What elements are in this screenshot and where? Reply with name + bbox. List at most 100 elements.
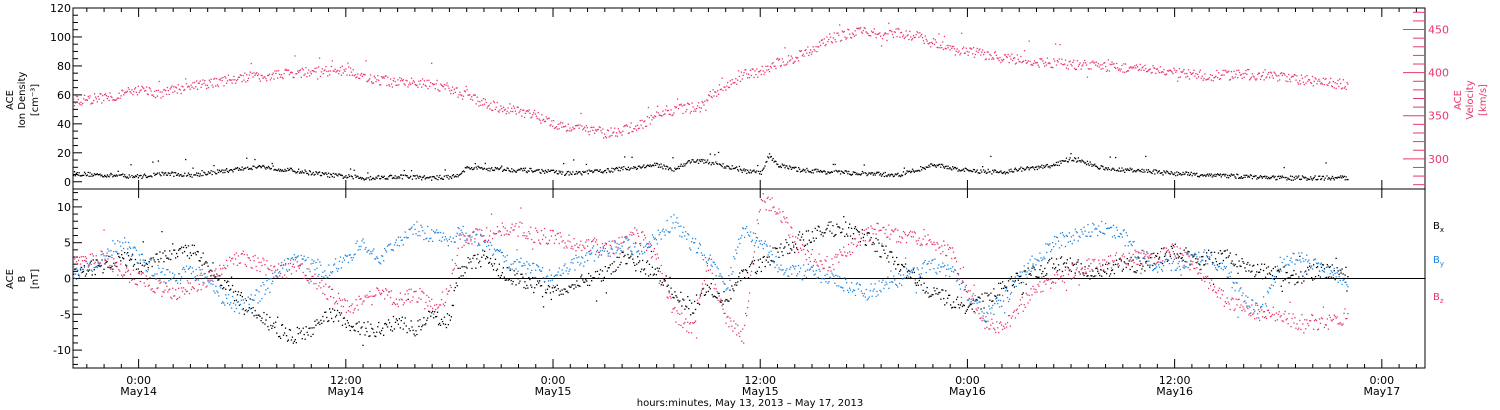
velocity-point <box>1338 85 1340 88</box>
velocity-point <box>187 85 190 87</box>
velocity-point <box>1256 78 1258 80</box>
bx-point <box>624 254 626 256</box>
by-point <box>835 274 837 276</box>
velocity-point <box>778 59 780 61</box>
by-point <box>114 243 116 245</box>
density-point <box>581 174 583 176</box>
by-point <box>127 248 129 250</box>
velocity-point <box>366 81 368 83</box>
density-point <box>671 170 673 172</box>
bx-point <box>1203 264 1205 266</box>
bx-point <box>874 250 876 253</box>
velocity-point <box>472 99 474 101</box>
velocity-point <box>839 40 842 42</box>
by-point <box>264 293 266 295</box>
bx-point <box>1240 265 1242 268</box>
bx-point <box>951 307 953 309</box>
density-point <box>293 170 295 172</box>
by-point <box>90 269 92 271</box>
velocity-point <box>175 86 177 88</box>
velocity-point <box>1267 73 1269 75</box>
by-point <box>512 263 514 265</box>
bx-point <box>880 256 882 258</box>
bx-point <box>764 265 766 268</box>
by-point <box>622 250 624 252</box>
velocity-point <box>813 48 815 51</box>
bx-point <box>742 270 744 273</box>
bx-point <box>965 310 967 312</box>
density-point <box>1271 175 1273 177</box>
density-point <box>1284 177 1286 179</box>
bx-point <box>385 322 387 325</box>
bx-point <box>871 243 873 246</box>
density-point <box>1088 164 1090 167</box>
density-point <box>1229 175 1232 177</box>
bx-point <box>680 291 682 293</box>
bx-point <box>259 315 261 318</box>
by-point <box>546 275 549 277</box>
bx-point <box>261 317 263 319</box>
velocity-point <box>801 55 803 57</box>
density-point <box>1154 173 1156 175</box>
velocity-point <box>937 46 939 49</box>
velocity-point <box>1294 74 1296 76</box>
velocity-point <box>807 46 809 48</box>
density-point <box>1164 171 1166 173</box>
bx-point <box>1266 273 1269 275</box>
velocity-point <box>1315 78 1317 80</box>
density-point <box>104 175 107 177</box>
velocity-point <box>1159 66 1161 68</box>
density-point <box>396 176 398 178</box>
density-point <box>793 167 795 169</box>
by-point <box>490 244 493 246</box>
velocity-point <box>237 76 240 78</box>
velocity-point <box>89 95 91 97</box>
density-point <box>337 175 339 177</box>
bx-point <box>656 267 658 269</box>
velocity-tick-label: 350 <box>1428 110 1449 123</box>
density-point <box>966 169 968 171</box>
density-point <box>973 169 976 171</box>
density-point <box>599 169 601 171</box>
velocity-point <box>461 98 464 100</box>
density-point <box>977 172 979 174</box>
velocity-point <box>1028 40 1030 42</box>
velocity-point <box>652 116 654 118</box>
density-point <box>468 166 470 169</box>
bx-point <box>780 243 782 245</box>
density-point <box>1087 163 1089 165</box>
by-point <box>238 312 241 314</box>
density-point <box>1328 177 1330 179</box>
density-point <box>243 168 245 170</box>
velocity-point <box>729 80 731 82</box>
bx-point <box>1057 264 1060 266</box>
by-point <box>369 253 371 255</box>
density-point <box>1101 165 1103 167</box>
density-point <box>1315 179 1317 181</box>
bx-point <box>1201 256 1203 258</box>
by-point <box>126 253 128 255</box>
by-point <box>152 275 154 277</box>
by-point <box>548 269 551 271</box>
bx-point <box>1043 275 1045 278</box>
velocity-point <box>222 76 224 79</box>
density-point <box>518 168 520 171</box>
density-point <box>195 174 197 176</box>
by-point <box>208 281 210 284</box>
velocity-point <box>395 84 397 86</box>
bx-point <box>1032 265 1034 267</box>
bx-point <box>936 287 938 290</box>
bx-point <box>178 249 180 251</box>
bx-point <box>1088 265 1090 267</box>
by-point <box>433 230 435 232</box>
bx-point <box>106 261 108 263</box>
bx-point <box>447 324 449 326</box>
density-point <box>400 174 403 176</box>
bx-point <box>1069 257 1071 259</box>
by-point <box>439 231 442 234</box>
by-point <box>752 232 755 234</box>
bx-point <box>293 340 295 342</box>
velocity-point <box>855 34 857 36</box>
by-point <box>610 248 612 250</box>
velocity-point <box>575 124 578 127</box>
